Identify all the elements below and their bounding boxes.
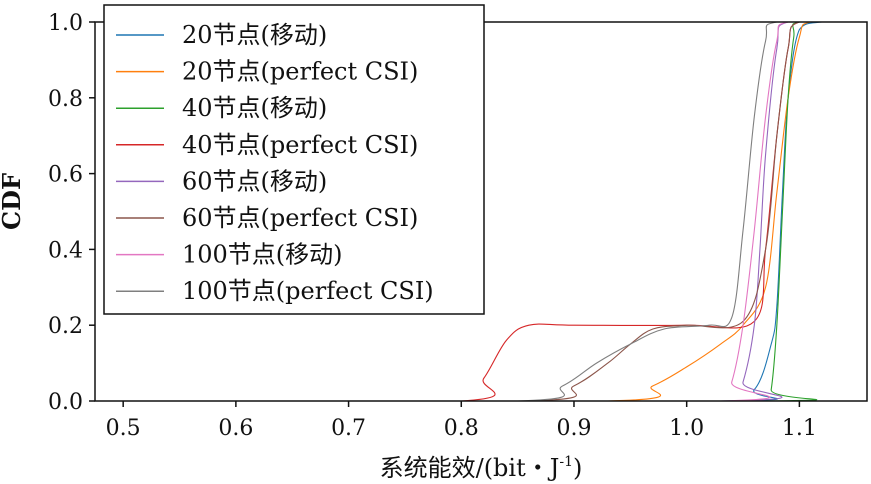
- x-tick-label: 0.7: [331, 416, 366, 441]
- legend-label: 20节点(perfect CSI): [182, 58, 418, 86]
- y-tick-label: 0.6: [48, 163, 83, 188]
- x-axis: 0.5 0.6 0.7 0.8 0.9 1.0 1.1: [106, 401, 817, 441]
- legend-label: 60节点(perfect CSI): [182, 204, 418, 232]
- legend: 20节点(移动) 20节点(perfect CSI) 40节点(移动) 40节点(pe…: [103, 4, 485, 315]
- legend-label: 100节点(perfect CSI): [182, 277, 434, 305]
- x-axis-label-superscript: -1: [559, 454, 573, 470]
- x-tick-label: 0.9: [556, 416, 591, 441]
- y-tick-label: 0.8: [48, 87, 83, 112]
- legend-label: 40节点(移动): [182, 94, 327, 122]
- legend-label: 20节点(移动): [182, 21, 327, 49]
- y-tick-label: 0.0: [48, 390, 83, 415]
- y-axis: 0.0 0.2 0.4 0.6 0.8 1.0: [48, 11, 95, 415]
- x-tick-label: 0.5: [106, 416, 141, 441]
- x-axis-label-tail: ): [573, 454, 582, 482]
- x-tick-label: 0.8: [444, 416, 479, 441]
- y-axis-label: CDF: [0, 173, 26, 230]
- y-tick-label: 1.0: [48, 11, 83, 36]
- x-tick-label: 1.1: [782, 416, 817, 441]
- y-tick-label: 0.2: [48, 314, 83, 339]
- x-tick-label: 1.0: [669, 416, 704, 441]
- x-tick-label: 0.6: [218, 416, 253, 441]
- x-axis-label: 系统能效/(bit・J-1): [380, 454, 583, 482]
- legend-label: 40节点(perfect CSI): [182, 131, 418, 159]
- legend-label: 60节点(移动): [182, 167, 327, 195]
- legend-box: [103, 4, 485, 315]
- legend-label: 100节点(移动): [182, 241, 343, 269]
- y-tick-label: 0.4: [48, 238, 83, 263]
